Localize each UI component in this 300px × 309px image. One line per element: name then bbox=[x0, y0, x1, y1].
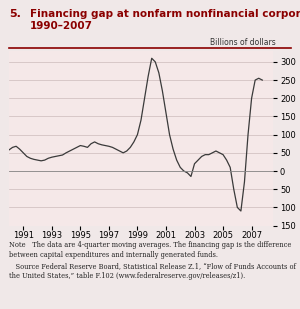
Text: Billions of dollars: Billions of dollars bbox=[210, 39, 276, 48]
Text: 5.: 5. bbox=[9, 9, 21, 19]
Text: Note The data are 4-quarter moving averages. The financing gap is the difference: Note The data are 4-quarter moving avera… bbox=[9, 241, 296, 280]
Text: Financing gap at nonfarm nonfinancial corporations,
1990–2007: Financing gap at nonfarm nonfinancial co… bbox=[30, 9, 300, 31]
